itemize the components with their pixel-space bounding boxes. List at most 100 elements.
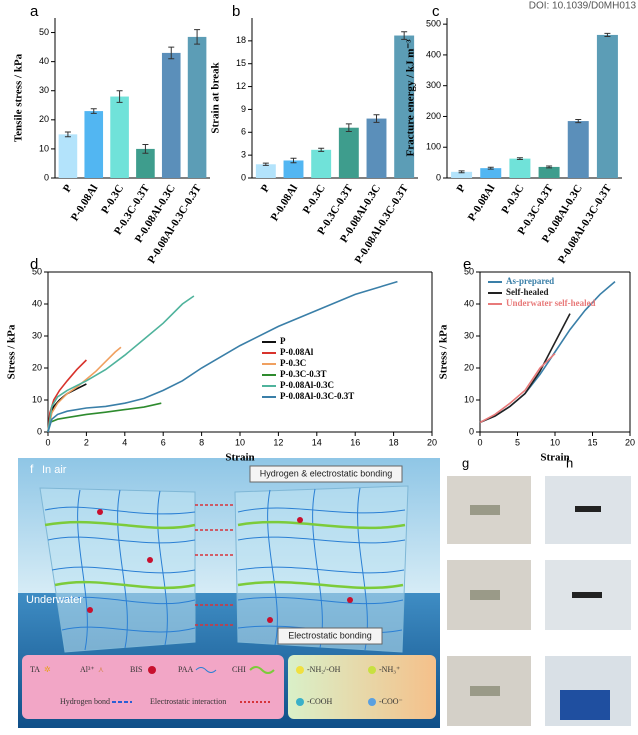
- y-axis-label: Fracture energy / kJ m⁻³: [405, 39, 417, 157]
- bar: [161, 52, 181, 179]
- legend-label: Self-healed: [506, 287, 549, 297]
- x-tick-label: 20: [625, 437, 635, 447]
- panel-label: h: [566, 455, 573, 470]
- bar: [596, 34, 618, 178]
- x-axis-label: Strain: [225, 452, 254, 464]
- sample: [575, 506, 601, 512]
- bar: [394, 35, 415, 179]
- x-tick-label: 20: [427, 437, 437, 447]
- legend-icon: [296, 698, 304, 706]
- legend-box: [22, 655, 284, 719]
- x-tick-label: P: [455, 182, 469, 194]
- bar: [187, 36, 207, 179]
- bar: [480, 168, 502, 178]
- y-tick-label: 18: [236, 35, 246, 45]
- line: [47, 280, 398, 433]
- line: [47, 359, 87, 433]
- y-tick-label: 20: [464, 362, 474, 372]
- x-tick-label: 12: [273, 437, 283, 447]
- legend-text: -NH₃⁺: [379, 665, 400, 674]
- bar: [366, 118, 387, 178]
- x-tick-label: 0: [45, 437, 50, 447]
- x-tick-label: P: [61, 182, 75, 194]
- y-tick-label: 40: [464, 298, 474, 308]
- glove: [560, 690, 610, 720]
- legend-icon: [148, 666, 156, 674]
- y-tick-label: 0: [44, 172, 49, 182]
- x-tick-label: 5: [515, 437, 520, 447]
- error-bar: [546, 165, 553, 169]
- legend-icon: ⋏: [98, 665, 104, 674]
- y-tick-label: 10: [32, 394, 42, 404]
- y-axis-label: Stress / kPa: [6, 324, 18, 379]
- legend-icon: ✲: [44, 665, 51, 674]
- x-tick-label: 18: [389, 437, 399, 447]
- y-tick-label: 50: [32, 266, 42, 276]
- x-tick-label: P-0.08Al: [466, 183, 498, 224]
- error-bar: [116, 90, 123, 103]
- error-bar: [604, 32, 611, 37]
- legend-label: P: [280, 336, 286, 346]
- legend-label: As-prepared: [506, 276, 554, 286]
- y-tick-label: 20: [32, 362, 42, 372]
- legend-text: PAA: [178, 665, 193, 674]
- y-tick-label: 0: [469, 426, 474, 436]
- y-tick-label: 6: [241, 127, 246, 137]
- error-bar: [262, 162, 269, 166]
- error-bar: [142, 144, 149, 154]
- error-bar: [168, 46, 175, 60]
- y-tick-label: 300: [426, 80, 441, 90]
- sample: [470, 686, 500, 696]
- legend-text: -COOH: [307, 697, 333, 706]
- panel-label: d: [30, 256, 38, 273]
- crosslinks: [87, 509, 353, 623]
- error-bar: [318, 147, 325, 152]
- diagram: f In air Underwater Hydrogen & electrost…: [18, 458, 440, 728]
- error-bar: [345, 123, 352, 133]
- legend-icon: [296, 666, 304, 674]
- y-tick-label: 30: [32, 330, 42, 340]
- y-axis-label: Tensile stress / kPa: [13, 53, 25, 142]
- panel-label: a: [30, 3, 39, 20]
- y-tick-label: 0: [241, 172, 246, 182]
- error-bar: [575, 119, 582, 124]
- y-tick-label: 9: [241, 104, 246, 114]
- legend-label: P-0.08Al-0.3C: [280, 380, 334, 390]
- x-tick-label: 15: [587, 437, 597, 447]
- error-bar: [401, 31, 408, 40]
- y-tick-label: 30: [464, 330, 474, 340]
- x-tick-label: P-0.08Al: [268, 183, 300, 224]
- bar: [538, 166, 560, 178]
- x-tick-label: P-0.3C: [99, 183, 126, 217]
- legend-text: Electrostatic interaction: [150, 697, 226, 706]
- panel-label: e: [463, 256, 471, 273]
- legend-text: -NH₂/-OH: [307, 665, 341, 674]
- x-tick-label: P-0.3C: [499, 183, 526, 217]
- x-tick-label: 2: [84, 437, 89, 447]
- panel-label: g: [462, 455, 469, 470]
- network: [44, 487, 406, 651]
- y-tick-label: 3: [241, 150, 246, 160]
- bar: [311, 149, 332, 178]
- error-bar: [64, 131, 71, 138]
- y-tick-label: 50: [464, 266, 474, 276]
- line: [479, 353, 556, 424]
- legend-label: P-0.08Al-0.3C-0.3T: [280, 391, 354, 401]
- y-tick-label: 12: [236, 81, 246, 91]
- bonds: [195, 504, 235, 626]
- water-label: Underwater: [26, 594, 83, 606]
- x-tick-label: P-0.08Al-0.3C-0.3T: [353, 182, 412, 266]
- doi: DOI: 10.1039/D0MH013: [529, 1, 637, 12]
- x-tick-label: P-0.08Al-0.3C-0.3T: [556, 182, 615, 266]
- bar: [338, 127, 359, 178]
- bar: [255, 164, 276, 178]
- legend-icon: [368, 698, 376, 706]
- bar: [451, 171, 473, 178]
- line: [47, 295, 195, 433]
- panel-label: f: [30, 462, 34, 476]
- y-tick-label: 500: [426, 19, 441, 29]
- bar: [58, 134, 78, 178]
- sample: [470, 505, 500, 515]
- y-tick-label: 200: [426, 111, 441, 121]
